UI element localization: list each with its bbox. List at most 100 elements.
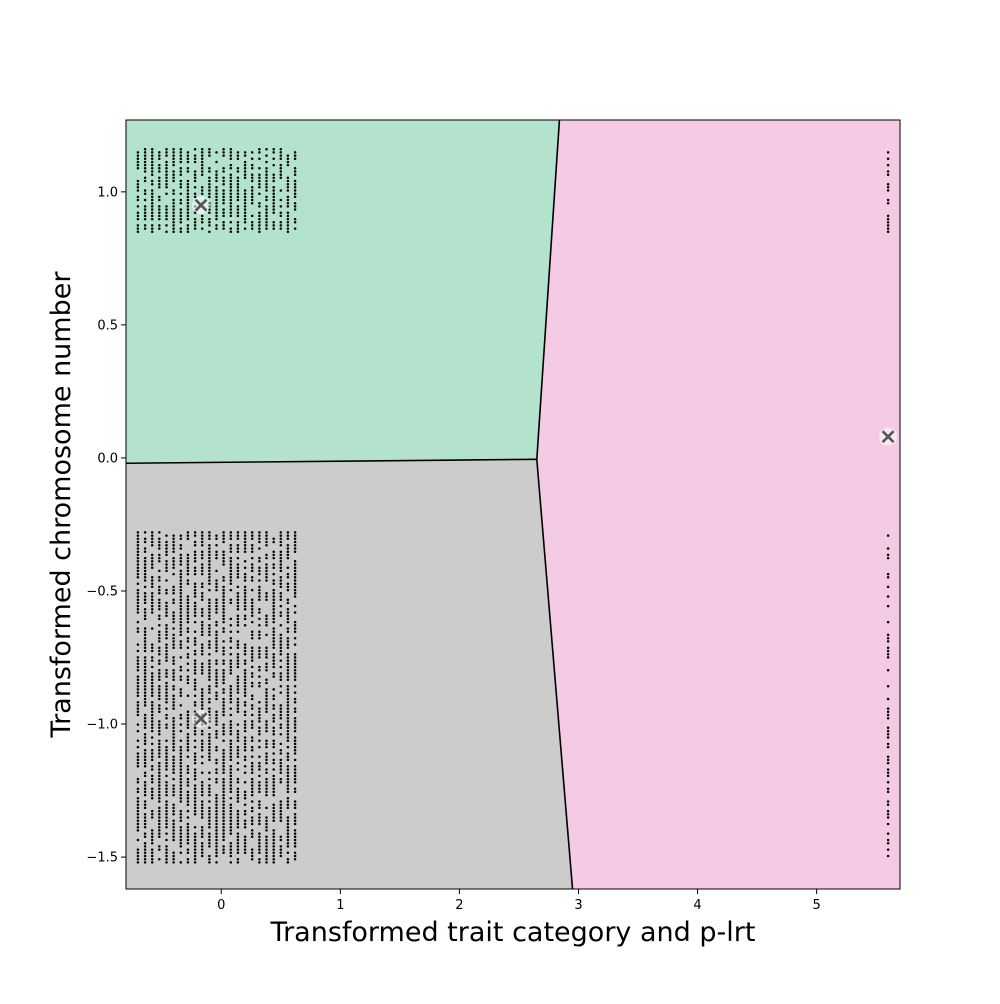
data-point bbox=[279, 227, 283, 230]
data-point bbox=[265, 777, 268, 781]
data-point bbox=[258, 800, 261, 803]
data-point bbox=[186, 205, 190, 208]
data-point bbox=[143, 572, 147, 576]
data-point bbox=[258, 556, 261, 560]
data-point bbox=[208, 800, 211, 803]
data-point bbox=[236, 170, 240, 173]
data-point bbox=[265, 835, 268, 839]
data-point bbox=[265, 845, 268, 848]
data-point bbox=[243, 659, 247, 662]
data-point bbox=[222, 614, 225, 617]
data-point bbox=[143, 665, 147, 669]
data-point bbox=[286, 841, 290, 845]
data-point bbox=[179, 784, 183, 787]
data-point bbox=[250, 630, 254, 633]
data-point bbox=[265, 214, 268, 218]
data-point bbox=[258, 822, 261, 826]
data-point bbox=[279, 576, 283, 579]
data-point bbox=[293, 777, 297, 781]
data-point bbox=[279, 659, 283, 662]
data-point bbox=[172, 230, 175, 234]
data-point bbox=[208, 749, 211, 752]
data-point bbox=[222, 761, 225, 765]
data-point bbox=[236, 662, 240, 666]
data-point bbox=[143, 633, 147, 637]
data-point bbox=[229, 198, 233, 202]
data-point bbox=[143, 800, 147, 803]
data-point bbox=[229, 777, 233, 781]
data-point bbox=[229, 569, 233, 573]
data-point bbox=[143, 749, 147, 752]
data-point bbox=[243, 691, 247, 694]
data-point bbox=[215, 745, 218, 749]
data-point bbox=[143, 617, 147, 621]
data-point bbox=[172, 205, 175, 208]
data-point bbox=[172, 742, 175, 746]
data-point bbox=[186, 662, 190, 666]
data-point bbox=[279, 154, 283, 157]
data-point bbox=[229, 713, 233, 717]
data-point bbox=[158, 608, 161, 611]
data-point bbox=[136, 630, 140, 633]
data-point bbox=[272, 646, 275, 650]
data-point bbox=[250, 784, 254, 787]
data-point bbox=[215, 598, 218, 601]
data-point bbox=[258, 537, 261, 541]
data-point bbox=[200, 707, 204, 710]
data-point bbox=[222, 845, 225, 848]
data-point bbox=[150, 595, 154, 598]
data-point bbox=[165, 832, 168, 835]
data-point bbox=[293, 758, 297, 762]
data-point bbox=[258, 729, 261, 733]
data-point bbox=[158, 774, 161, 778]
data-point bbox=[886, 716, 890, 720]
data-point bbox=[186, 713, 190, 717]
data-point bbox=[279, 813, 283, 816]
data-point bbox=[279, 710, 283, 714]
data-point bbox=[222, 646, 225, 650]
data-point bbox=[243, 167, 247, 170]
data-point bbox=[165, 806, 168, 810]
data-point bbox=[886, 186, 890, 189]
data-point bbox=[143, 688, 147, 691]
data-point bbox=[136, 195, 140, 199]
data-point bbox=[150, 227, 154, 230]
data-point bbox=[179, 560, 183, 563]
data-point bbox=[165, 534, 168, 537]
data-point bbox=[208, 547, 211, 550]
data-point bbox=[200, 761, 204, 765]
data-point bbox=[143, 784, 147, 787]
data-point bbox=[215, 601, 218, 605]
data-point bbox=[250, 713, 254, 717]
data-point bbox=[193, 665, 197, 669]
data-point bbox=[286, 659, 290, 662]
data-point bbox=[272, 148, 275, 151]
data-point bbox=[179, 835, 183, 839]
data-point bbox=[179, 611, 183, 614]
data-point bbox=[172, 214, 175, 218]
data-point bbox=[136, 781, 140, 784]
data-point bbox=[200, 845, 204, 848]
data-point bbox=[250, 598, 254, 601]
data-point bbox=[886, 217, 890, 221]
data-point bbox=[172, 733, 175, 736]
data-point bbox=[179, 771, 183, 774]
data-point bbox=[243, 192, 247, 195]
data-point bbox=[143, 854, 147, 858]
data-point bbox=[222, 617, 225, 621]
data-point bbox=[193, 784, 197, 787]
data-point bbox=[150, 601, 154, 605]
data-point bbox=[236, 793, 240, 797]
data-point bbox=[143, 630, 147, 633]
data-point bbox=[165, 851, 168, 855]
data-point bbox=[222, 777, 225, 781]
data-point bbox=[208, 179, 211, 183]
data-point bbox=[186, 151, 190, 154]
data-point bbox=[236, 220, 240, 224]
data-point bbox=[200, 665, 204, 669]
data-point bbox=[150, 861, 154, 864]
data-point bbox=[186, 656, 190, 659]
data-point bbox=[243, 540, 247, 544]
data-point bbox=[293, 707, 297, 710]
data-point bbox=[186, 720, 190, 723]
